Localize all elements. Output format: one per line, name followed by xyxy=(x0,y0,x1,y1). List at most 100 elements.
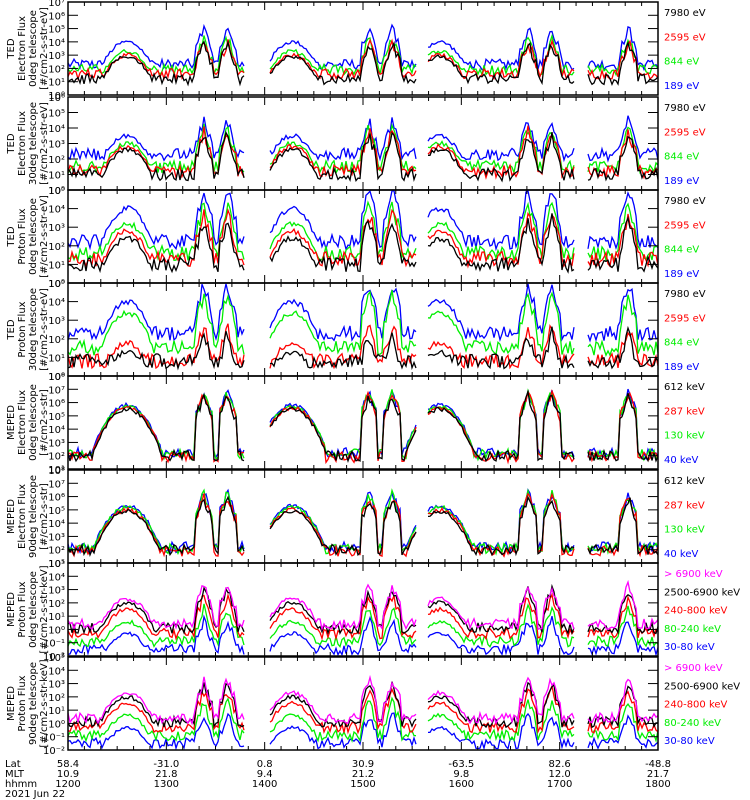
series-30-80-kev xyxy=(67,614,659,657)
x-tick-label-hhmm: 1300 xyxy=(153,779,180,790)
x-tick-label-lat: 30.9 xyxy=(351,759,375,770)
y-axis-label-line: TED xyxy=(6,319,17,340)
y-tick-label: 10⁵ xyxy=(48,559,65,570)
y-axis-label-line: 0deg telescope xyxy=(28,384,39,461)
y-tick-label: 10⁻¹ xyxy=(43,733,65,744)
y-tick-label: 10⁵ xyxy=(48,279,65,290)
y-tick-label: 10³ xyxy=(48,438,65,449)
y-axis-label-line: [#/cm2-s-str-eV] xyxy=(39,102,50,185)
legend-entry: 189 eV xyxy=(664,81,699,92)
y-tick-label: 10⁷ xyxy=(48,479,65,490)
series-189-ev xyxy=(67,283,659,343)
y-tick-label: 10⁴ xyxy=(48,298,65,309)
legend-entry: 844 eV xyxy=(664,245,699,256)
legend-entry: 2595 eV xyxy=(664,313,706,324)
series-2595-ev xyxy=(67,38,659,81)
legend-entry: 7980 eV xyxy=(664,8,706,19)
y-tick-label: 10³ xyxy=(48,586,65,597)
y-tick-label: 10⁵ xyxy=(48,506,65,517)
series-80-240-kev xyxy=(67,603,659,648)
y-axis-label-line: 0deg telescope xyxy=(28,571,39,648)
y-axis-label-line: 0deg telescope xyxy=(28,10,39,87)
x-tick-label-mlt: 21.2 xyxy=(351,769,375,780)
panel-3: 10⁰ 10¹ 10² 10³ 10⁴ 10⁵ TED Proton Flux 0deg tel… xyxy=(6,186,706,290)
y-tick-label: 10³ xyxy=(48,316,65,327)
legend-entry: 844 eV xyxy=(664,338,699,349)
y-tick-label: 10⁶ xyxy=(48,493,65,504)
y-tick-label: 10⁴ xyxy=(48,38,65,49)
y-axis-label-line: 30deg telescope xyxy=(28,288,39,371)
legend-entry: 240-800 keV xyxy=(664,700,728,711)
legend-entry: 80-240 keV xyxy=(664,624,721,635)
series-2595-ev xyxy=(67,323,659,370)
y-tick-label: 10⁴ xyxy=(48,124,65,135)
y-tick-label: 10⁰ xyxy=(48,279,65,290)
y-tick-label: 10² xyxy=(48,155,65,166)
legend-entry: 80-240 keV xyxy=(664,718,721,729)
series-240-800-kev xyxy=(67,683,659,735)
y-tick-label: 10¹ xyxy=(48,559,65,570)
y-axis-label-line: Electron Flux xyxy=(17,16,28,81)
y-axis-label-line: 90deg telescope xyxy=(28,475,39,558)
series-844-ev xyxy=(67,123,659,176)
y-axis-label-line: [#/cm2-s-str] xyxy=(39,389,50,456)
y-axis-label-line: Proton Flux xyxy=(17,208,28,264)
legend-entry: 612 keV xyxy=(664,476,705,487)
legend-entry: 2500-6900 keV xyxy=(664,587,740,598)
y-axis-label-line: Electron Flux xyxy=(17,484,28,549)
y-axis-label-line: MEPED xyxy=(6,405,17,440)
panel-7: 10⁻² 10⁻¹ 10⁰ 10¹ 10² 10³ 10⁴ 10⁵ MEPED Proton Fl… xyxy=(6,559,740,663)
x-tick-label-hhmm: 1800 xyxy=(645,779,671,790)
series-40-kev xyxy=(67,388,659,461)
y-tick-label: 10⁵ xyxy=(48,412,65,423)
y-axis-label-line: MEPED xyxy=(6,499,17,534)
series-612-kev xyxy=(67,389,659,464)
y-axis-label-line: Proton Flux xyxy=(17,581,28,637)
y-axis-label-line: Electron Flux xyxy=(17,111,28,176)
y-tick-label: 10³ xyxy=(48,223,65,234)
panel-6: 10¹ 10² 10³ 10⁴ 10⁵ 10⁶ 10⁷ 10⁸ MEPED Electron Fl… xyxy=(6,466,705,570)
x-tick-label-lat: 0.8 xyxy=(256,759,273,770)
y-tick-label: 10² xyxy=(48,242,65,253)
series-7980-ev xyxy=(67,325,659,371)
y-tick-label: 10⁴ xyxy=(48,666,65,677)
y-axis-label-line: 90deg telescope xyxy=(28,662,39,745)
y-tick-label: 10⁰ xyxy=(48,91,65,102)
y-axis-label-line: [#/cm2-s-str-eV] xyxy=(39,288,50,371)
panel-4: 10⁰ 10¹ 10² 10³ 10⁴ 10⁵ TED Proton Flux 30deg te… xyxy=(6,279,706,383)
series-80-240-kev xyxy=(67,696,659,743)
y-axis-label-line: Electron Flux xyxy=(17,390,28,455)
series-287-kev xyxy=(67,389,659,465)
x-row-label-mlt: MLT xyxy=(5,769,24,780)
legend-entry: 7980 eV xyxy=(664,103,706,114)
series-189-ev xyxy=(67,189,659,252)
y-tick-label: 10⁻² xyxy=(43,652,65,663)
y-tick-label: 10⁶ xyxy=(48,11,65,22)
x-tick-label-hhmm: 1400 xyxy=(251,779,278,790)
y-axis-label-line: [#/cm2-s-str-eV] xyxy=(39,7,50,90)
y-tick-label: 10³ xyxy=(48,51,65,62)
y-tick-label: 10¹ xyxy=(48,465,65,476)
y-axis-label-line: Proton Flux xyxy=(17,301,28,357)
y-tick-label: 10⁵ xyxy=(48,109,65,120)
x-row-label-hhmm: hhmm xyxy=(5,779,38,790)
x-tick-label-mlt: 9.4 xyxy=(256,769,273,780)
x-row-label-lat: Lat xyxy=(5,759,21,770)
legend-entry: 844 eV xyxy=(664,57,699,68)
legend-entry: 287 keV xyxy=(664,406,705,417)
x-tick-label-lat: 58.4 xyxy=(56,759,80,770)
series-7980-ev xyxy=(67,130,659,183)
y-tick-label: 10² xyxy=(48,335,65,346)
y-tick-label: 10⁰ xyxy=(48,719,65,730)
y-tick-label: 10¹ xyxy=(48,171,65,182)
legend-entry: 7980 eV xyxy=(664,289,706,300)
x-tick-label-mlt: 10.9 xyxy=(56,769,80,780)
legend-entry: 287 keV xyxy=(664,500,705,511)
y-tick-label: 10⁷ xyxy=(48,0,65,9)
date-label: 2021 Jun 22 xyxy=(5,789,66,800)
x-tick-label-mlt: 12.0 xyxy=(548,769,571,780)
series--6900-kev xyxy=(67,579,659,632)
legend-entry: > 6900 keV xyxy=(664,663,723,674)
y-tick-label: 10¹ xyxy=(48,612,65,623)
